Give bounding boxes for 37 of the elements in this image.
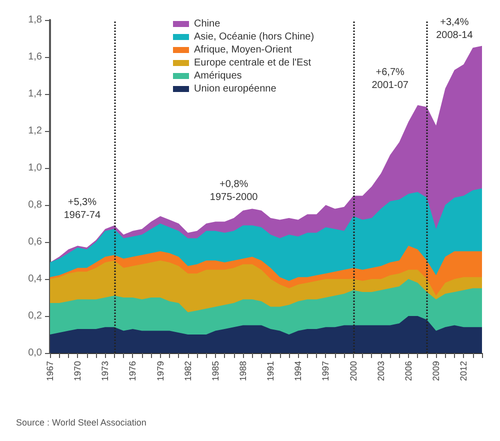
- x-tick-label: 2000: [348, 361, 358, 382]
- x-tick-label: 1985: [210, 361, 220, 382]
- x-tick-label: 1997: [320, 361, 331, 382]
- legend-label: Afrique, Moyen-Orient: [194, 44, 292, 56]
- legend-label: Union européenne: [194, 84, 277, 94]
- annotation: +3,4% 2008-14: [436, 17, 474, 41]
- legend-label: Amériques: [194, 70, 242, 82]
- y-tick-label: 0,2: [28, 310, 42, 322]
- legend-label: Chine: [194, 18, 221, 30]
- x-tick-label: 1973: [100, 361, 110, 382]
- y-tick-label: 0,4: [28, 274, 42, 284]
- x-tick-label: 1982: [182, 361, 193, 382]
- y-tick-label: 0,6: [28, 236, 42, 248]
- annotation: +0,8% 1975-2000: [210, 179, 258, 203]
- x-tick-label: 1967: [45, 361, 55, 382]
- x-tick-label: 1991: [266, 361, 276, 382]
- annotation: +6,7% 2001-07: [372, 67, 409, 91]
- x-tick-label: 2009: [431, 361, 442, 382]
- annotation: +5,3% 1967-74: [64, 197, 101, 221]
- source-note: Source : World Steel Association: [16, 418, 146, 428]
- x-tick-label: 2003: [376, 361, 386, 382]
- x-tick-label: 1979: [155, 361, 166, 382]
- y-tick-label: 1,2: [28, 126, 42, 136]
- x-tick-label: 2012: [458, 361, 469, 382]
- y-tick-label: 0,0: [28, 348, 42, 358]
- legend-label: Europe centrale et de l'Est: [194, 58, 312, 68]
- y-tick-label: 0,8: [28, 200, 42, 210]
- x-tick-label: 1970: [72, 361, 83, 382]
- x-tick-label: 1994: [293, 361, 304, 382]
- x-tick-label: 1976: [128, 361, 138, 382]
- y-tick-label: 1,8: [28, 14, 42, 26]
- y-tick-label: 1,0: [28, 162, 42, 174]
- y-tick-label: 1,4: [28, 88, 42, 100]
- legend-label: Asie, Océanie (hors Chine): [194, 32, 314, 42]
- x-tick-label: 2006: [403, 361, 414, 382]
- y-tick-label: 1,6: [28, 52, 42, 62]
- x-tick-label: 1988: [238, 361, 248, 382]
